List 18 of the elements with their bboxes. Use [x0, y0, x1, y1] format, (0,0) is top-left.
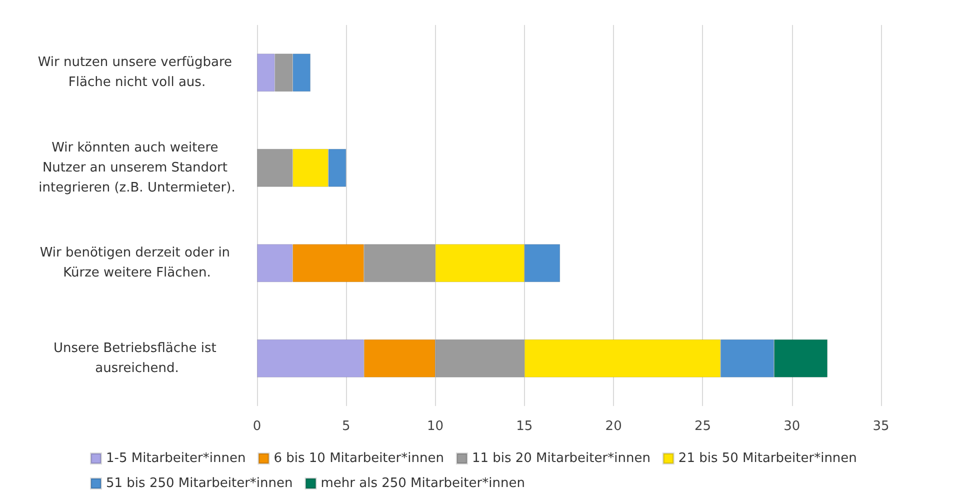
legend-label: 11 bis 20 Mitarbeiter*innen: [472, 451, 650, 466]
legend-label: 21 bis 50 Mitarbeiter*innen: [678, 451, 857, 466]
legend-label: mehr als 250 Mitarbeiter*innen: [320, 476, 525, 491]
legend-label: 1-5 Mitarbeiter*innen: [106, 451, 246, 466]
legend-label: 51 bis 250 Mitarbeiter*innen: [106, 476, 293, 491]
y-tick-label: Wir könnten auch weitere Nutzer an unserem Standort integrieren (z.B. Untermieter).: [38, 140, 236, 196]
x-tick-label: 10: [427, 419, 444, 434]
y-tick-label: Wir nutzen unsere verfügbare Fläche nicht voll aus.: [38, 55, 236, 90]
x-tick-label: 20: [605, 419, 622, 434]
y-tick-label: Wir benötigen derzeit oder in Kürze weitere Flächen.: [40, 246, 234, 281]
x-tick-label: 15: [516, 419, 533, 434]
x-tick-label: 30: [784, 419, 800, 434]
x-tick-label: 35: [872, 419, 890, 434]
x-tick-label: 5: [342, 419, 350, 434]
legend-label: 6 bis 10 Mitarbeiter*innen: [274, 451, 444, 466]
x-tick-label: 25: [694, 419, 711, 434]
x-tick-label: 0: [252, 419, 262, 434]
y-tick-label: Unsere Betriebsfläche ist ausreichend.: [54, 340, 220, 376]
